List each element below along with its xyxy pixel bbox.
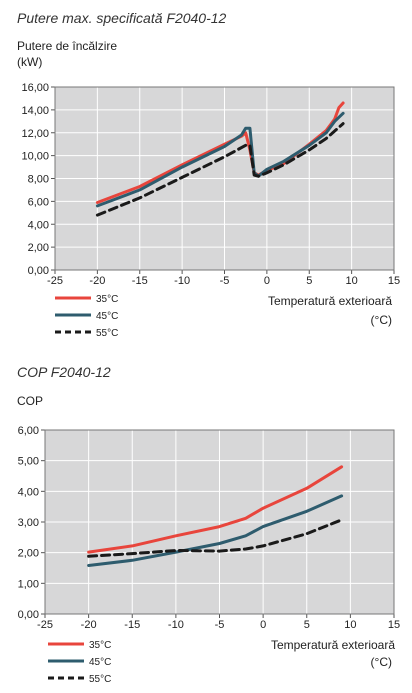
y-tick-label: 0,00	[18, 609, 39, 621]
y-tick-label: 4,00	[18, 486, 39, 498]
legend-label: 35°C	[96, 294, 118, 305]
chart-title: COP F2040-12	[17, 364, 111, 380]
y-tick-label: 12,00	[21, 128, 49, 140]
y-tick-label: 10,00	[21, 151, 49, 163]
y-tick-label: 6,00	[28, 196, 49, 208]
chart-2: COP F2040-12 COP Temperatură exterioară (°C…	[17, 364, 400, 685]
y-tick-label: 3,00	[18, 517, 39, 529]
x-tick-label: 15	[388, 275, 400, 287]
legend-label: 55°C	[96, 328, 118, 339]
y-axis-unit: (kW)	[17, 55, 42, 69]
x-tick-label: -5	[215, 619, 225, 631]
chart-1: Putere max. specificată F2040-12 Putere d…	[17, 10, 400, 339]
x-tick-label: 10	[344, 619, 356, 631]
x-tick-label: -15	[124, 619, 140, 631]
x-tick-label: -10	[168, 619, 184, 631]
x-tick-label: 0	[264, 275, 270, 287]
legend-label: 55°C	[89, 674, 111, 685]
x-tick-label: 10	[346, 275, 358, 287]
y-tick-label: 2,00	[28, 242, 49, 254]
y-tick-label: 2,00	[18, 548, 39, 560]
x-tick-label: 0	[260, 619, 266, 631]
series-line-55c	[95, 122, 345, 217]
legend-label: 35°C	[89, 640, 111, 651]
legend-label: 45°C	[89, 657, 111, 668]
y-tick-label: 5,00	[18, 456, 39, 468]
y-tick-label: 4,00	[28, 219, 49, 231]
series-line-55c	[87, 518, 344, 558]
chart-title: Putere max. specificată F2040-12	[17, 10, 227, 26]
x-tick-label: -20	[81, 619, 97, 631]
plot-frame	[54, 86, 395, 271]
x-tick-label: -10	[174, 275, 190, 287]
plot-frame	[44, 429, 395, 615]
x-axis-unit: (°C)	[371, 313, 392, 327]
x-tick-label: -25	[37, 619, 53, 631]
x-tick-label: 15	[388, 619, 400, 631]
y-tick-label: 0,00	[28, 265, 49, 277]
y-axis-label: Putere de încălzire	[17, 39, 117, 53]
y-tick-label: 6,00	[18, 425, 39, 437]
x-axis-unit: (°C)	[371, 655, 392, 669]
series-line-35c	[87, 465, 344, 554]
x-axis-label: Temperatură exterioară	[271, 638, 395, 652]
x-tick-label: -20	[89, 275, 105, 287]
y-tick-label: 16,00	[21, 82, 49, 94]
x-tick-label: 5	[306, 275, 312, 287]
legend-label: 45°C	[96, 311, 118, 322]
x-tick-label: -15	[132, 275, 148, 287]
series-line-45c	[87, 494, 344, 567]
x-tick-label: -25	[47, 275, 63, 287]
y-axis-label: COP	[17, 394, 43, 408]
y-tick-label: 14,00	[21, 105, 49, 117]
x-tick-label: -5	[220, 275, 230, 287]
y-tick-label: 8,00	[28, 174, 49, 186]
x-tick-label: 5	[304, 619, 310, 631]
y-tick-label: 1,00	[18, 578, 39, 590]
x-axis-label: Temperatură exterioară	[268, 294, 392, 308]
